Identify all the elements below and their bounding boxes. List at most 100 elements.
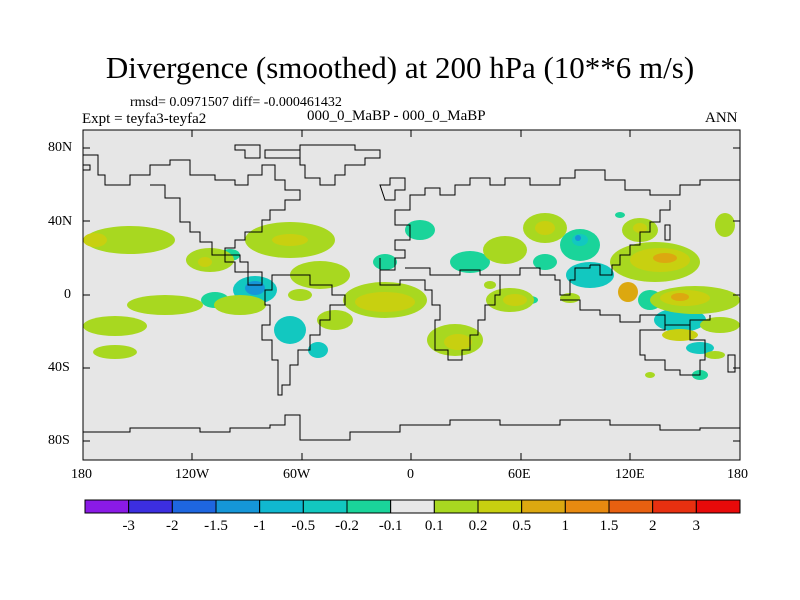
pos-contour — [127, 295, 203, 315]
pos-contour — [535, 221, 555, 235]
pos-contour — [272, 234, 308, 246]
colorbar-label: 1.5 — [599, 518, 619, 534]
coastline-africa — [379, 267, 501, 361]
neg-contour — [308, 342, 328, 358]
divergence-field — [83, 212, 740, 380]
lon-tick: 0 — [407, 467, 414, 482]
neg-contour — [405, 220, 435, 240]
pos-contour — [662, 329, 698, 341]
coastline-new-zealand — [727, 354, 736, 373]
colorbar-swatch — [215, 499, 261, 514]
pos-contour — [83, 316, 147, 336]
pos-contour — [633, 223, 647, 233]
lon-tick: 60E — [508, 467, 531, 482]
pos-contour — [653, 253, 677, 263]
neg-contour — [615, 212, 625, 218]
pos-contour — [645, 372, 655, 378]
colorbar-label: -0.2 — [335, 518, 359, 534]
coastline-australia — [639, 324, 706, 376]
neg-contour — [373, 254, 397, 270]
lon-tick: 180 — [71, 467, 92, 482]
colorbar-label: -3 — [122, 518, 135, 534]
colorbar-label: 0.2 — [468, 518, 488, 534]
lon-tick: 120W — [175, 467, 210, 482]
colorbar-label: 0.1 — [424, 518, 444, 534]
season-label: ANN — [705, 110, 738, 126]
colorbar-label: -0.5 — [291, 518, 316, 534]
colorbar — [84, 499, 741, 514]
neg-contour — [450, 251, 490, 273]
pos-contour — [85, 226, 175, 254]
coastline-greenland-west — [83, 164, 91, 171]
colorbar-swatch — [695, 499, 741, 514]
colorbar-swatch — [652, 499, 697, 514]
experiment-label: Expt = teyfa3-teyfa2 — [82, 111, 207, 127]
map-title: Divergence (smoothed) at 200 hPa (10**6 … — [105, 50, 695, 85]
colorbar-swatch — [477, 499, 523, 514]
colorbar-label: 2 — [648, 518, 657, 534]
lat-tick: 40N — [48, 214, 73, 229]
colorbar-swatch — [84, 499, 130, 514]
colorbar-swatch — [259, 499, 304, 514]
case-label: 000_0_MaBP - 000_0_MaBP — [307, 108, 486, 124]
neg-contour — [274, 316, 306, 344]
pos-contour — [715, 213, 735, 237]
colorbar-swatch — [521, 499, 566, 514]
colorbar-swatch — [608, 499, 654, 514]
colorbar-swatch — [433, 499, 479, 514]
pos-contour — [483, 236, 527, 264]
colorbar-label: -1 — [253, 518, 266, 534]
pos-contour — [671, 293, 689, 301]
lat-tick: 40S — [48, 360, 70, 375]
colorbar-label: 0.5 — [512, 518, 532, 534]
pos-contour — [355, 292, 415, 312]
colorbar-label: -2 — [166, 518, 179, 534]
colorbar-swatch — [564, 499, 610, 514]
pos-contour — [317, 310, 353, 330]
coastline-antarctica — [83, 414, 740, 441]
pos-contour — [484, 281, 496, 289]
colorbar-label: 1 — [561, 518, 570, 534]
coastline-south-america — [261, 274, 346, 396]
lon-tick: 180 — [727, 467, 748, 482]
axis-ticks — [83, 130, 740, 460]
colorbar-swatch — [171, 499, 217, 514]
colorbar-swatch — [302, 499, 348, 514]
coastline-japan — [664, 224, 671, 241]
lon-tick: 120E — [615, 467, 645, 482]
stats-line: rmsd= 0.0971507 diff= -0.000461432 — [130, 95, 342, 110]
neg-contour — [654, 308, 706, 332]
pos-contour — [705, 351, 725, 359]
neg-contour — [686, 342, 714, 354]
colorbar-label: -1.5 — [204, 518, 228, 534]
pos-contour — [198, 257, 212, 267]
pos-contour — [290, 261, 350, 289]
colorbar-label: -0.1 — [378, 518, 403, 534]
neg-contour — [533, 254, 557, 270]
colorbar-label: 3 — [692, 518, 701, 534]
pos-contour — [214, 295, 266, 315]
neg-contour — [575, 235, 581, 241]
pos-contour — [444, 334, 472, 350]
coastline-north-america — [83, 154, 301, 286]
pos-contour — [93, 345, 137, 359]
lat-tick: 80S — [48, 433, 70, 448]
coastline-arabia-india — [500, 265, 591, 296]
pos-contour — [618, 282, 638, 302]
coastlines — [83, 144, 740, 441]
colorbar-swatch — [346, 499, 392, 514]
coastline-indonesia — [560, 299, 711, 326]
coastline-arctic-ocean — [379, 177, 406, 201]
pos-contour — [700, 317, 740, 333]
lat-tick: 80N — [48, 140, 73, 155]
coastline-southeast-asia — [590, 200, 671, 276]
pos-contour — [83, 233, 107, 247]
coastline-arctic-islands — [234, 144, 381, 186]
lat-tick: 0 — [64, 287, 71, 302]
pos-contour — [503, 294, 527, 306]
pos-contour — [288, 289, 312, 301]
colorbar-swatch — [128, 499, 173, 514]
coastline-eurasia-africa — [379, 169, 740, 271]
colorbar-swatch — [390, 499, 435, 514]
